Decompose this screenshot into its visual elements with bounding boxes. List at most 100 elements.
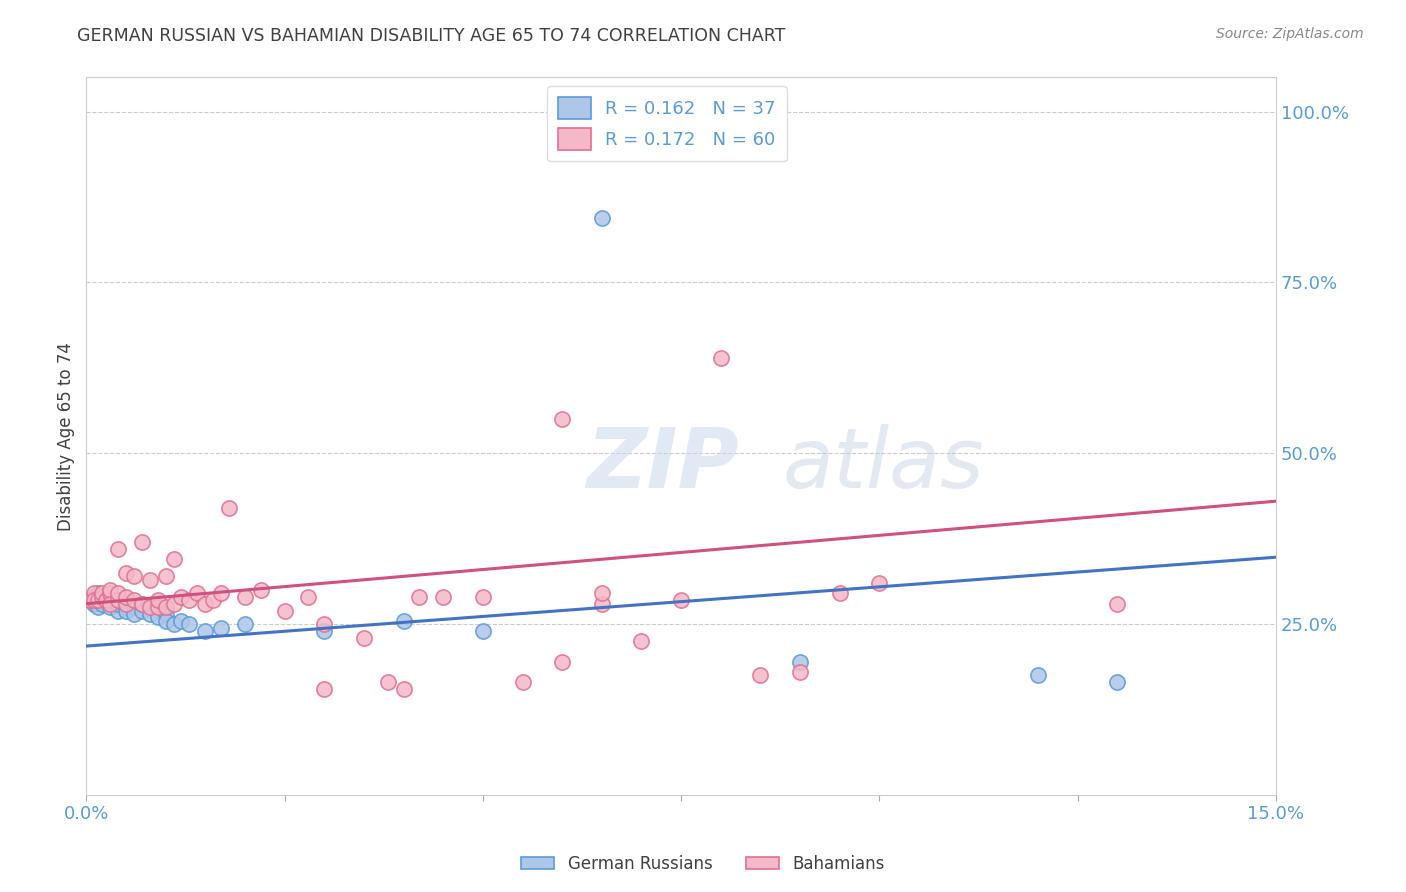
Legend: R = 0.162   N = 37, R = 0.172   N = 60: R = 0.162 N = 37, R = 0.172 N = 60	[547, 87, 786, 161]
Point	[551, 412, 574, 426]
Point	[98, 600, 121, 615]
Point	[179, 593, 201, 607]
Point	[115, 597, 138, 611]
Point	[115, 603, 138, 617]
Point	[789, 665, 811, 679]
Point	[107, 593, 129, 607]
Point	[107, 586, 129, 600]
Y-axis label: Disability Age 65 to 74: Disability Age 65 to 74	[58, 342, 75, 531]
Text: GERMAN RUSSIAN VS BAHAMIAN DISABILITY AGE 65 TO 74 CORRELATION CHART: GERMAN RUSSIAN VS BAHAMIAN DISABILITY AG…	[77, 27, 786, 45]
Point	[94, 593, 117, 607]
Point	[233, 590, 256, 604]
Point	[162, 597, 184, 611]
Point	[83, 593, 105, 607]
Point	[91, 593, 114, 607]
Point	[91, 586, 114, 600]
Point	[202, 593, 225, 607]
Text: ZIP: ZIP	[586, 425, 738, 506]
Point	[591, 597, 613, 611]
Point	[432, 590, 454, 604]
Point	[139, 607, 162, 621]
Point	[789, 655, 811, 669]
Point	[98, 593, 121, 607]
Point	[249, 582, 271, 597]
Point	[162, 617, 184, 632]
Point	[146, 600, 169, 615]
Point	[1107, 675, 1129, 690]
Point	[314, 624, 336, 638]
Point	[551, 655, 574, 669]
Point	[94, 590, 117, 604]
Point	[131, 597, 153, 611]
Point	[115, 590, 138, 604]
Point	[155, 607, 177, 621]
Text: atlas: atlas	[782, 425, 984, 506]
Point	[87, 600, 110, 615]
Point	[139, 573, 162, 587]
Point	[194, 624, 217, 638]
Point	[131, 535, 153, 549]
Point	[408, 590, 430, 604]
Point	[115, 566, 138, 580]
Point	[179, 617, 201, 632]
Text: Source: ZipAtlas.com: Source: ZipAtlas.com	[1216, 27, 1364, 41]
Point	[170, 590, 193, 604]
Point	[471, 590, 494, 604]
Point	[146, 610, 169, 624]
Point	[98, 586, 121, 600]
Point	[122, 607, 145, 621]
Point	[591, 586, 613, 600]
Point	[209, 586, 232, 600]
Point	[1107, 597, 1129, 611]
Point	[122, 600, 145, 615]
Point	[162, 552, 184, 566]
Point	[87, 586, 110, 600]
Point	[868, 576, 890, 591]
Point	[186, 586, 208, 600]
Point	[314, 682, 336, 697]
Point	[146, 593, 169, 607]
Point	[392, 614, 415, 628]
Point	[139, 600, 162, 615]
Point	[218, 501, 240, 516]
Point	[87, 593, 110, 607]
Point	[83, 586, 105, 600]
Point	[131, 597, 153, 611]
Point	[669, 593, 692, 607]
Point	[1026, 668, 1049, 682]
Point	[131, 603, 153, 617]
Point	[98, 582, 121, 597]
Point	[170, 614, 193, 628]
Point	[512, 675, 534, 690]
Point	[392, 682, 415, 697]
Point	[194, 597, 217, 611]
Legend: German Russians, Bahamians: German Russians, Bahamians	[515, 848, 891, 880]
Point	[377, 675, 399, 690]
Point	[79, 593, 101, 607]
Point	[83, 590, 105, 604]
Point	[91, 597, 114, 611]
Point	[233, 617, 256, 632]
Point	[107, 541, 129, 556]
Point	[98, 597, 121, 611]
Point	[122, 593, 145, 607]
Point	[122, 569, 145, 583]
Point	[107, 597, 129, 611]
Point	[115, 600, 138, 615]
Point	[353, 631, 375, 645]
Point	[155, 569, 177, 583]
Point	[107, 603, 129, 617]
Point	[79, 593, 101, 607]
Point	[749, 668, 772, 682]
Point	[155, 614, 177, 628]
Point	[591, 211, 613, 225]
Point	[115, 597, 138, 611]
Point	[83, 597, 105, 611]
Point	[273, 603, 295, 617]
Point	[98, 597, 121, 611]
Point	[297, 590, 319, 604]
Point	[91, 590, 114, 604]
Point	[710, 351, 733, 365]
Point	[828, 586, 851, 600]
Point	[471, 624, 494, 638]
